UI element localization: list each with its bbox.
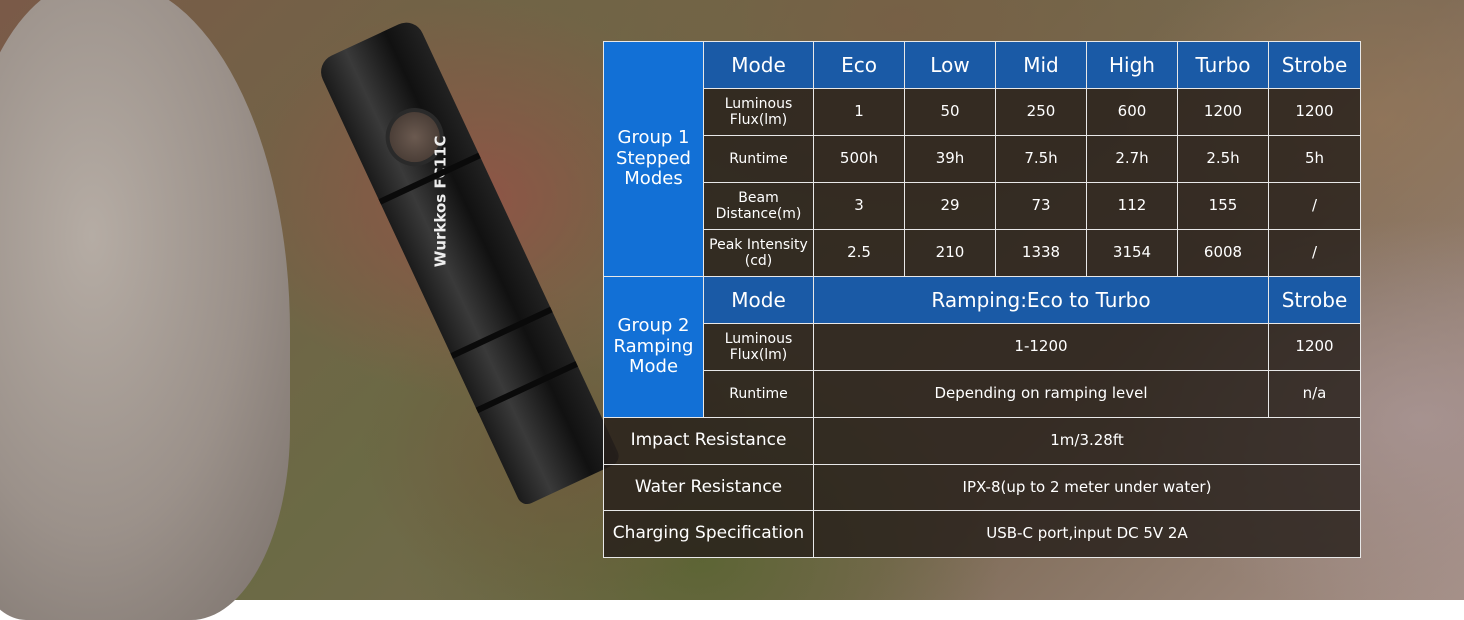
group1-value-cell: 50 <box>904 88 996 136</box>
flashlight-logo: Wurkkos FC11C <box>431 135 450 268</box>
group2-row-label: Runtime <box>703 370 814 418</box>
group2-value-cell: 1-1200 <box>813 323 1269 371</box>
group1-value-cell: 3154 <box>1086 229 1178 277</box>
group1-value-cell: 1338 <box>995 229 1087 277</box>
group1-value-cell: 1200 <box>1268 88 1361 136</box>
group1-value-cell: 600 <box>1086 88 1178 136</box>
group1-value-cell: 2.5 <box>813 229 905 277</box>
group1-value-cell: 7.5h <box>995 135 1087 183</box>
group1-value-cell: 1200 <box>1177 88 1269 136</box>
group1-header-cell: Mode <box>703 41 814 89</box>
group2-label: Group 2 Ramping Mode <box>603 276 704 418</box>
group1-value-cell: 1 <box>813 88 905 136</box>
group1-header-cell: Low <box>904 41 996 89</box>
group1-value-cell: 250 <box>995 88 1087 136</box>
group2-header-ramping: Ramping:Eco to Turbo <box>813 276 1269 324</box>
spec-value: USB-C port,input DC 5V 2A <box>813 510 1361 558</box>
group1-value-cell: 2.7h <box>1086 135 1178 183</box>
spec-value: IPX-8(up to 2 meter under water) <box>813 464 1361 511</box>
group1-value-cell: 39h <box>904 135 996 183</box>
group1-value-cell: 155 <box>1177 182 1269 230</box>
rock <box>0 0 290 620</box>
group1-row-label: Beam Distance(m) <box>703 182 814 230</box>
spec-value: 1m/3.28ft <box>813 417 1361 465</box>
group1-value-cell: 3 <box>813 182 905 230</box>
group2-strobe-cell: 1200 <box>1268 323 1361 371</box>
spec-label: Water Resistance <box>603 464 814 511</box>
group1-value-cell: 2.5h <box>1177 135 1269 183</box>
group1-value-cell: / <box>1268 182 1361 230</box>
group1-header-cell: High <box>1086 41 1178 89</box>
group1-value-cell: 500h <box>813 135 905 183</box>
group2-strobe-cell: n/a <box>1268 370 1361 418</box>
group1-row-label: Peak Intensity (cd) <box>703 229 814 277</box>
group1-header-cell: Eco <box>813 41 905 89</box>
spec-label: Charging Specification <box>603 510 814 558</box>
group2-header-mode: Mode <box>703 276 814 324</box>
group2-header-strobe: Strobe <box>1268 276 1361 324</box>
group1-value-cell: 5h <box>1268 135 1361 183</box>
group1-header-cell: Turbo <box>1177 41 1269 89</box>
flashlight-ring <box>450 306 553 359</box>
spec-label: Impact Resistance <box>603 417 814 465</box>
group1-label: Group 1 Stepped Modes <box>603 41 704 277</box>
group1-value-cell: 6008 <box>1177 229 1269 277</box>
group2-value-cell: Depending on ramping level <box>813 370 1269 418</box>
group2-row-label: Luminous Flux(lm) <box>703 323 814 371</box>
group1-value-cell: / <box>1268 229 1361 277</box>
group1-value-cell: 29 <box>904 182 996 230</box>
group1-header-cell: Strobe <box>1268 41 1361 89</box>
group1-header-cell: Mid <box>995 41 1087 89</box>
group1-row-label: Luminous Flux(lm) <box>703 88 814 136</box>
flashlight-ring <box>475 361 578 414</box>
group1-value-cell: 210 <box>904 229 996 277</box>
group1-value-cell: 112 <box>1086 182 1178 230</box>
group1-value-cell: 73 <box>995 182 1087 230</box>
group1-row-label: Runtime <box>703 135 814 183</box>
